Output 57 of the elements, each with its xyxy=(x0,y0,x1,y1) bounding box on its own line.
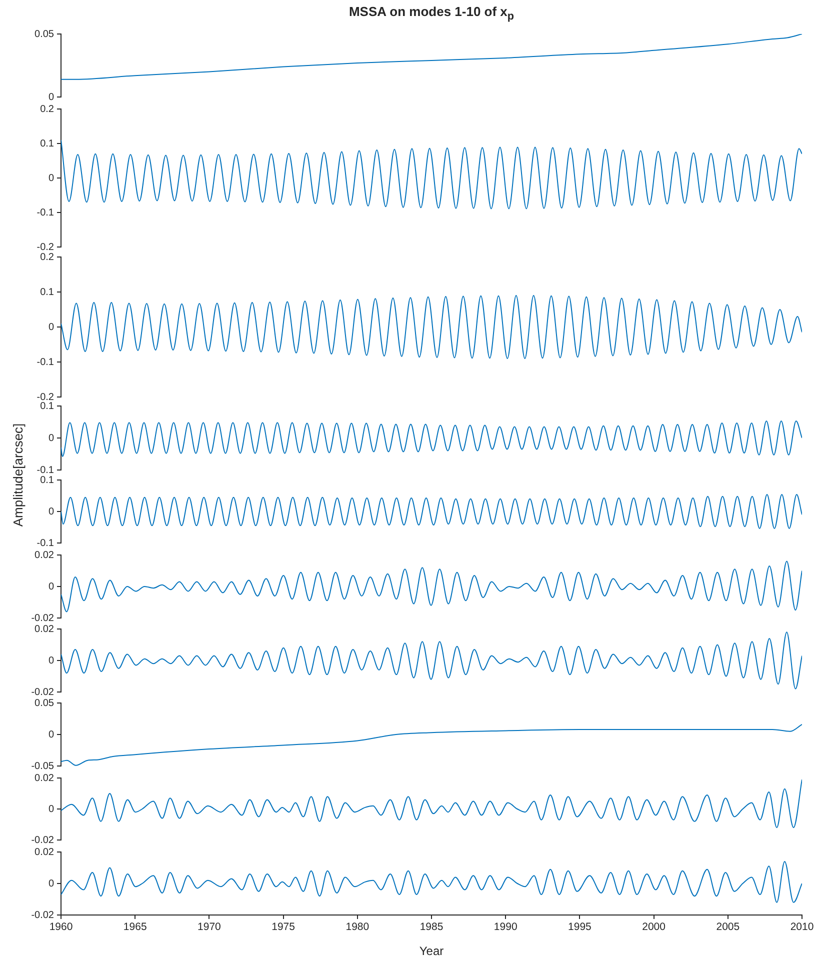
line-series xyxy=(61,34,802,80)
y-tick-label: 0.1 xyxy=(40,138,54,150)
x-tick-label: 2000 xyxy=(642,921,666,934)
line-series xyxy=(61,420,802,458)
y-tick-label: -0.02 xyxy=(31,834,54,846)
y-tick-label: -0.1 xyxy=(36,464,54,476)
y-tick-label: 0 xyxy=(48,506,54,518)
y-tick-label: -0.1 xyxy=(36,207,54,218)
x-axis-title: Year xyxy=(419,944,444,958)
y-tick-label: 0.1 xyxy=(40,400,54,412)
x-tick-label: 1995 xyxy=(568,921,592,934)
y-tick-label: 0 xyxy=(48,878,54,890)
line-series xyxy=(61,779,802,828)
y-tick-label: -0.02 xyxy=(31,910,54,921)
y-tick-label: -0.02 xyxy=(31,686,54,698)
y-tick-label: 0.05 xyxy=(34,28,54,40)
y-tick-label: 0.1 xyxy=(40,474,54,486)
y-tick-label: 0.2 xyxy=(40,104,54,115)
x-tick-label: 1990 xyxy=(494,921,518,934)
line-series xyxy=(61,140,802,210)
y-tick-label: 0.02 xyxy=(34,846,54,858)
y-tick-label: -0.1 xyxy=(36,356,54,368)
chart-title: MSSA on modes 1-10 of x$_{p}$ xyxy=(348,4,516,25)
y-axis-title: Amplitude[arcsec] xyxy=(10,422,26,526)
line-series xyxy=(61,632,802,690)
x-tick-label: 1975 xyxy=(272,921,296,934)
x-tick-label: 1965 xyxy=(123,921,147,934)
x-tick-label: 1970 xyxy=(198,921,222,934)
y-tick-label: 0.1 xyxy=(40,286,54,298)
y-tick-label: 0.2 xyxy=(40,252,54,263)
x-tick-label: 1960 xyxy=(49,921,73,934)
line-series xyxy=(61,560,802,612)
y-tick-label: -0.2 xyxy=(36,242,54,253)
y-tick-label: -0.05 xyxy=(31,760,54,772)
x-tick-label: 2005 xyxy=(716,921,740,934)
y-tick-label: -0.2 xyxy=(36,392,54,403)
y-tick-label: -0.1 xyxy=(36,538,54,549)
x-tick-label: 1980 xyxy=(346,921,370,934)
y-tick-label: 0.02 xyxy=(34,550,54,561)
y-tick-label: 0 xyxy=(48,432,54,444)
y-tick-label: 0 xyxy=(48,92,54,103)
y-tick-label: 0.05 xyxy=(34,698,54,709)
line-series xyxy=(61,295,802,359)
y-tick-label: 0 xyxy=(48,322,54,333)
x-tick-label: 1985 xyxy=(420,921,444,934)
line-series xyxy=(61,494,802,530)
y-tick-label: 0 xyxy=(48,655,54,666)
y-tick-label: 0 xyxy=(48,804,54,815)
line-series xyxy=(61,860,802,903)
y-tick-label: 0 xyxy=(48,581,54,592)
y-tick-label: 0 xyxy=(48,172,54,184)
line-series xyxy=(61,724,802,766)
y-tick-label: 0 xyxy=(48,729,54,740)
y-tick-label: 0.02 xyxy=(34,772,54,784)
x-tick-label: 2010 xyxy=(790,921,814,934)
y-tick-label: 0.02 xyxy=(34,624,54,635)
y-tick-label: -0.02 xyxy=(31,612,54,624)
